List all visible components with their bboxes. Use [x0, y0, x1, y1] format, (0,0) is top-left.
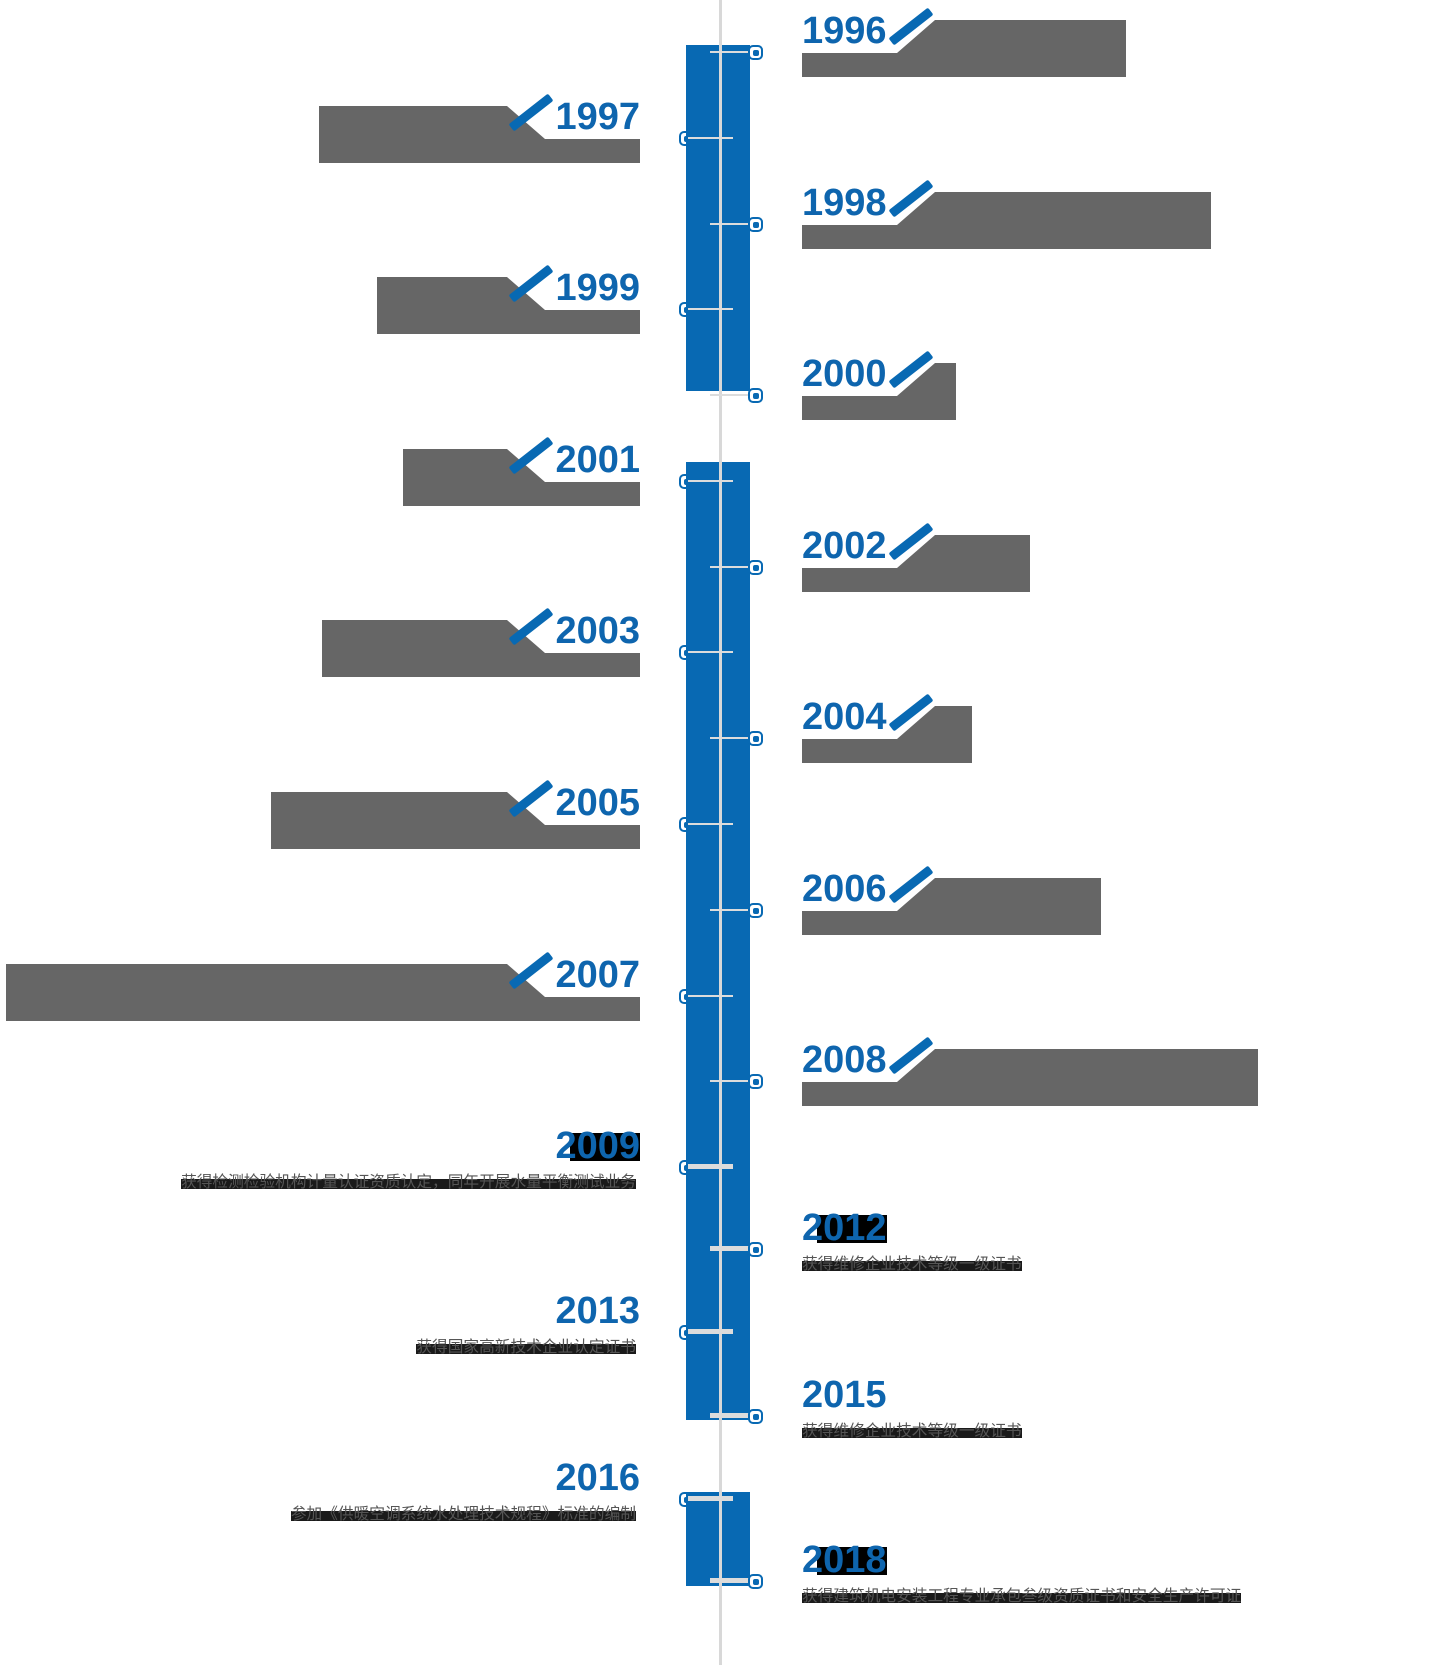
timeline-milestone: 2007: [6, 951, 640, 1021]
timeline-marker: [748, 45, 763, 60]
timeline-tick: [710, 1413, 752, 1418]
year-label: 2002: [802, 525, 887, 567]
milestone-description: 获得国家高新技术企业认定证书: [416, 1338, 636, 1358]
timeline-milestone: 1996: [802, 7, 1126, 77]
milestone-description: 获得建筑机电安装工程专业承包叁级资质证书和安全生产许可证: [802, 1587, 1242, 1607]
timeline-bar-segment: [686, 462, 750, 1420]
timeline-tick: [710, 1578, 752, 1583]
timeline-tick: [688, 137, 733, 139]
timeline-milestone: 1997: [319, 93, 640, 163]
year-label: 2015: [802, 1374, 887, 1416]
timeline-tick: [688, 1496, 733, 1501]
timeline-milestone: 2003: [322, 607, 640, 677]
year-label: 2004: [802, 696, 887, 738]
timeline-tick: [710, 1080, 752, 1082]
timeline-tick: [710, 737, 752, 739]
milestone-description: 获得检测检验机构计量认证资质认定，同年开展水量平衡测试业务: [181, 1173, 636, 1193]
timeline-tick: [710, 909, 752, 911]
year-label: 2006: [802, 868, 887, 910]
timeline-marker: [748, 388, 763, 403]
timeline-tick: [710, 566, 752, 568]
timeline-milestone: 1998: [802, 179, 1211, 249]
year-label: 2013: [555, 1290, 640, 1332]
timeline-tick: [710, 51, 752, 53]
milestone-description: 参加《供暖空调系统水处理技术规程》标准的编制: [290, 1505, 636, 1525]
year-label: 2012: [802, 1207, 887, 1251]
timeline-marker: [748, 1574, 763, 1589]
year-label: 1997: [555, 96, 640, 138]
timeline-milestone: 2004: [802, 693, 972, 763]
year-label: 2018: [802, 1539, 887, 1583]
timeline-milestone: 2012 获得维修企业技术等级一级证书: [802, 1207, 1262, 1277]
milestone-description: 获得维修企业技术等级一级证书: [802, 1422, 1022, 1442]
timeline-axis-line: [719, 0, 722, 1665]
timeline-milestone: 1999: [377, 264, 640, 334]
timeline-milestone: 2018 获得建筑机电安装工程专业承包叁级资质证书和安全生产许可证: [802, 1539, 1262, 1609]
year-label: 2005: [555, 782, 640, 824]
timeline-tick: [688, 480, 733, 482]
year-label: 2009: [555, 1125, 640, 1169]
timeline-marker: [748, 903, 763, 918]
year-label: 2003: [555, 610, 640, 652]
year-label: 1996: [802, 10, 887, 52]
timeline-marker: [748, 1242, 763, 1257]
timeline-milestone: 2016 参加《供暖空调系统水处理技术规程》标准的编制: [140, 1457, 640, 1527]
timeline-tick: [710, 1246, 752, 1251]
timeline-milestone: 2013 获得国家高新技术企业认定证书: [140, 1290, 640, 1360]
timeline-marker: [748, 217, 763, 232]
timeline-tick: [688, 308, 733, 310]
year-label: 2008: [802, 1039, 887, 1081]
year-label: 2000: [802, 353, 887, 395]
timeline-milestone: 2001: [403, 436, 640, 506]
timeline-milestone: 2015 获得维修企业技术等级一级证书: [802, 1374, 1262, 1444]
timeline-marker: [748, 1074, 763, 1089]
timeline-milestone: 2009 获得检测检验机构计量认证资质认定，同年开展水量平衡测试业务: [140, 1125, 640, 1195]
timeline-tick: [710, 223, 752, 225]
timeline-tick: [688, 995, 733, 997]
timeline-tick: [710, 394, 752, 396]
timeline-milestone: 2008: [802, 1036, 1258, 1106]
year-label: 2001: [555, 439, 640, 481]
timeline-tick: [688, 823, 733, 825]
timeline-milestone: 2000: [802, 350, 956, 420]
timeline-marker: [748, 731, 763, 746]
timeline-tick: [688, 1329, 733, 1334]
year-label: 1999: [555, 267, 640, 309]
year-label: 2016: [555, 1457, 640, 1499]
timeline-marker: [748, 560, 763, 575]
year-label: 2007: [555, 954, 640, 996]
timeline-milestone: 2006: [802, 865, 1101, 935]
timeline-marker: [748, 1409, 763, 1424]
year-label: 1998: [802, 182, 887, 224]
timeline-bar-segment: [686, 1492, 750, 1586]
timeline-tick: [688, 1164, 733, 1169]
milestone-description: 获得维修企业技术等级一级证书: [802, 1255, 1022, 1275]
timeline-milestone: 2005: [271, 779, 640, 849]
timeline-bar-segment: [686, 45, 750, 391]
timeline-milestone: 2002: [802, 522, 1030, 592]
timeline-tick: [688, 651, 733, 653]
